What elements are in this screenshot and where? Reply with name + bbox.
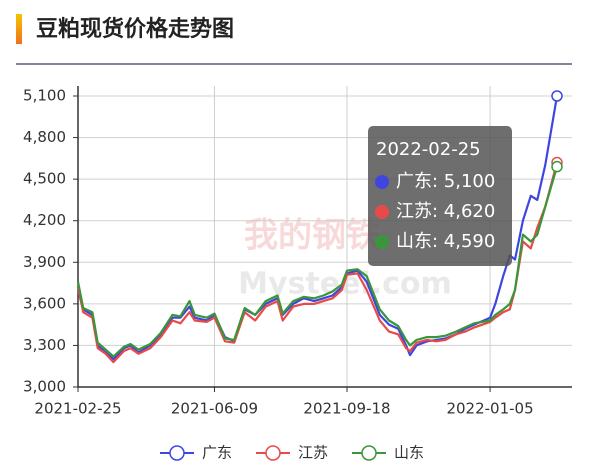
legend-item[interactable]: 山东 [352, 444, 424, 462]
tooltip-dot [375, 175, 389, 189]
watermark: 我的钢铁 [244, 216, 380, 256]
series-line [76, 162, 559, 364]
end-point [551, 90, 563, 102]
y-tick-label: 3,300 [23, 336, 66, 354]
x-tick-label: 2021-09-18 [303, 400, 390, 418]
y-tick-label: 4,800 [23, 128, 66, 146]
y-tick-label: 3,600 [23, 294, 66, 312]
y-tick-label: 4,500 [23, 170, 66, 188]
y-tick-label: 3,000 [23, 378, 66, 396]
y-tick-label: 3,900 [23, 253, 66, 271]
title-marker [16, 14, 22, 44]
legend-marker [361, 445, 377, 461]
y-tick-label: 4,200 [23, 211, 66, 229]
legend-marker [265, 445, 281, 461]
tooltip-item: 山东: 4,590 [396, 231, 495, 252]
chart-title: 豆粕现货价格走势图 [36, 16, 234, 42]
tooltip-box [368, 126, 512, 266]
x-tick-label: 2022-01-05 [446, 400, 533, 418]
legend-item[interactable]: 江苏 [256, 444, 328, 462]
end-point [551, 160, 563, 173]
y-tick-label: 5,100 [23, 87, 66, 105]
tooltip-dot [375, 205, 389, 219]
legend-label: 广东 [202, 444, 232, 462]
series-line [76, 95, 559, 361]
tooltip-item: 江苏: 4,620 [396, 201, 495, 222]
x-tick-label: 2021-06-09 [171, 400, 258, 418]
legend-label: 江苏 [298, 444, 328, 462]
legend-marker [169, 445, 185, 461]
legend-item[interactable]: 广东 [160, 444, 232, 462]
tooltip: 2022-02-25 广东: 5,100 江苏: 4,620 山东: 4,590 [368, 126, 512, 266]
x-tick-label: 2021-02-25 [34, 400, 121, 418]
tooltip-item: 广东: 5,100 [396, 171, 495, 192]
tooltip-title: 2022-02-25 [376, 139, 481, 160]
tooltip-dot [375, 235, 389, 249]
legend-label: 山东 [394, 444, 424, 462]
series-line [76, 166, 559, 358]
